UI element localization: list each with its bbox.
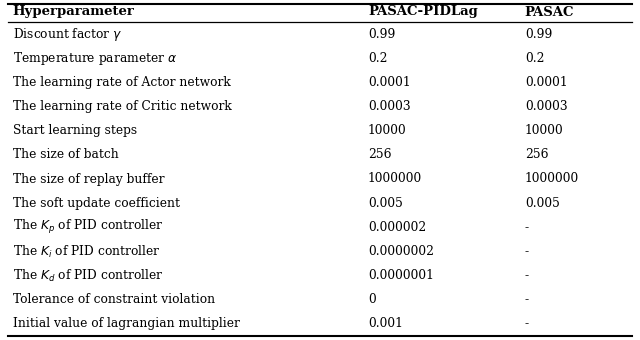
Text: 0.005: 0.005 <box>525 197 559 210</box>
Text: 1000000: 1000000 <box>368 172 422 186</box>
Text: 0.2: 0.2 <box>525 52 544 65</box>
Text: PASAC: PASAC <box>525 5 574 18</box>
Text: PASAC-PIDLag: PASAC-PIDLag <box>368 5 477 18</box>
Text: -: - <box>525 245 529 258</box>
Text: 0.2: 0.2 <box>368 52 387 65</box>
Text: The learning rate of Actor network: The learning rate of Actor network <box>13 76 230 89</box>
Text: Start learning steps: Start learning steps <box>13 124 137 137</box>
Text: 0.0001: 0.0001 <box>525 76 568 89</box>
Text: Discount factor $\gamma$: Discount factor $\gamma$ <box>13 26 122 42</box>
Text: The size of batch: The size of batch <box>13 148 118 162</box>
Text: The soft update coefficient: The soft update coefficient <box>13 197 180 210</box>
Text: The $K_p$ of PID controller: The $K_p$ of PID controller <box>13 218 164 236</box>
Text: -: - <box>525 221 529 234</box>
Text: 256: 256 <box>368 148 392 162</box>
Text: 0.99: 0.99 <box>525 28 552 40</box>
Text: 0.99: 0.99 <box>368 28 396 40</box>
Text: 1000000: 1000000 <box>525 172 579 186</box>
Text: -: - <box>525 269 529 282</box>
Text: 256: 256 <box>525 148 548 162</box>
Text: 0.0000001: 0.0000001 <box>368 269 434 282</box>
Text: 0.0003: 0.0003 <box>368 100 411 113</box>
Text: Tolerance of constraint violation: Tolerance of constraint violation <box>13 293 215 306</box>
Text: Temperature parameter $\alpha$: Temperature parameter $\alpha$ <box>13 50 177 67</box>
Text: 10000: 10000 <box>525 124 564 137</box>
Text: The size of replay buffer: The size of replay buffer <box>13 172 164 186</box>
Text: 0.005: 0.005 <box>368 197 403 210</box>
Text: 0.000002: 0.000002 <box>368 221 426 234</box>
Text: 0.0000002: 0.0000002 <box>368 245 434 258</box>
Text: -: - <box>525 293 529 306</box>
Text: 10000: 10000 <box>368 124 407 137</box>
Text: The $K_d$ of PID controller: The $K_d$ of PID controller <box>13 268 164 284</box>
Text: 0.001: 0.001 <box>368 318 403 330</box>
Text: Hyperparameter: Hyperparameter <box>13 5 134 18</box>
Text: -: - <box>525 318 529 330</box>
Text: 0.0001: 0.0001 <box>368 76 411 89</box>
Text: 0: 0 <box>368 293 376 306</box>
Text: The $K_i$ of PID controller: The $K_i$ of PID controller <box>13 243 161 259</box>
Text: Initial value of lagrangian multiplier: Initial value of lagrangian multiplier <box>13 318 239 330</box>
Text: 0.0003: 0.0003 <box>525 100 568 113</box>
Text: The learning rate of Critic network: The learning rate of Critic network <box>13 100 232 113</box>
